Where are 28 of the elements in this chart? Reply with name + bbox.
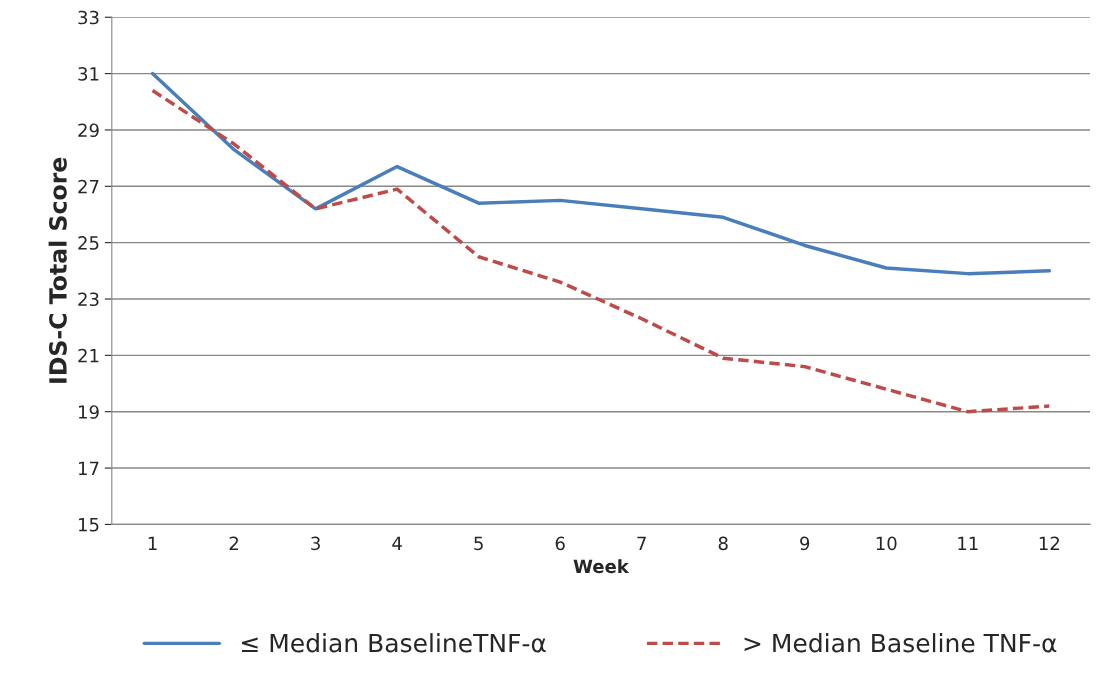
y-tick-label: 21 [78,348,99,363]
y-axis-title: IDS-C Total Score [48,157,67,383]
x-tick-label: 3 [311,536,320,551]
x-tick-label: 2 [229,536,239,550]
x-tick-label: 5 [474,536,483,551]
y-tick-label: 33 [78,10,99,25]
x-tick-label: 8 [718,536,728,551]
x-tick-label: 6 [555,536,565,551]
y-tick-label: 27 [78,179,99,194]
line-series [150,88,1052,414]
x-axis-title: Week [573,559,630,574]
y-tick-label: 29 [78,123,99,138]
x-tick-label: 10 [876,536,897,551]
x-tick-label: 12 [1039,536,1059,550]
y-tick-label: 31 [78,67,99,81]
x-tick-label: 1 [148,536,157,550]
legend-label: > Median Baseline TNF-α [744,633,1057,653]
x-tick-label: 4 [392,536,402,550]
legend-label: ≤ Median BaselineTNF-α [241,633,546,653]
line-series [150,71,1052,276]
y-tick-label: 25 [78,236,99,250]
y-tick-label: 23 [78,292,99,307]
y-tick-label: 19 [79,405,99,419]
x-tick-label: 11 [958,536,978,550]
x-tick-label: 7 [637,536,646,550]
y-tick-label: 15 [79,518,99,532]
y-tick-label: 17 [79,461,99,475]
x-tick-label: 9 [800,536,810,551]
